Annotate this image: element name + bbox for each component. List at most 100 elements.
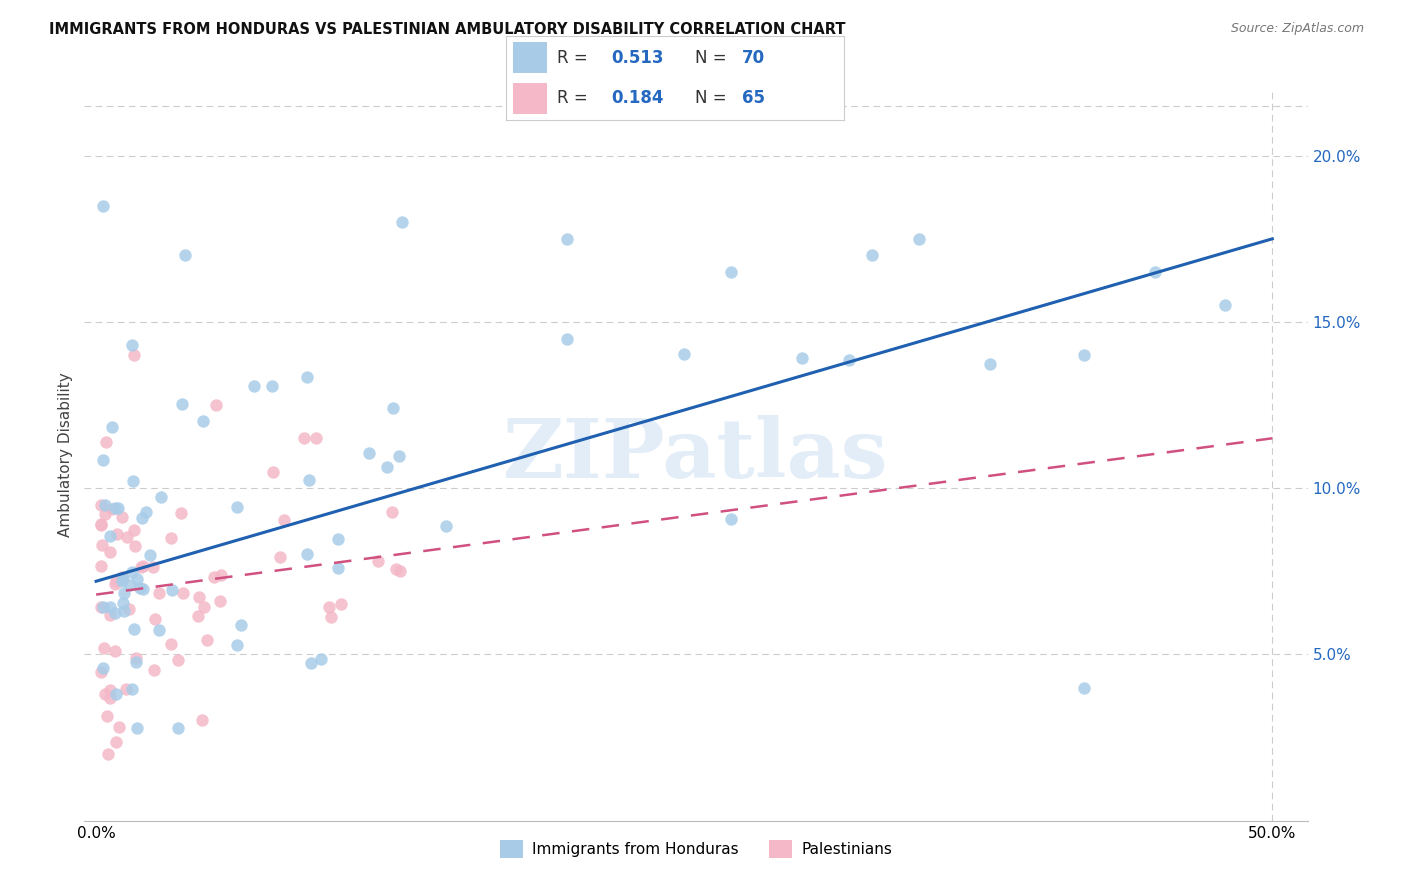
Text: 0.184: 0.184	[610, 89, 664, 107]
Point	[148, 623, 170, 637]
Point	[295, 547, 318, 561]
Point	[298, 473, 321, 487]
Legend: Immigrants from Honduras, Palestinians: Immigrants from Honduras, Palestinians	[494, 834, 898, 864]
Point	[90, 518, 112, 533]
Point	[187, 590, 209, 604]
Point	[204, 398, 226, 412]
Point	[166, 721, 188, 735]
Point	[172, 397, 194, 411]
Point	[90, 665, 112, 680]
Text: 65: 65	[742, 89, 765, 107]
Point	[117, 530, 139, 544]
Point	[381, 505, 404, 519]
Point	[135, 505, 157, 519]
Point	[318, 599, 340, 614]
Point	[129, 559, 152, 574]
Point	[98, 600, 121, 615]
Point	[979, 357, 1001, 371]
Point	[1213, 298, 1236, 312]
Point	[98, 529, 121, 543]
Point	[91, 198, 114, 212]
Point	[191, 713, 214, 727]
Point	[103, 606, 125, 620]
Point	[111, 570, 134, 584]
Point	[104, 576, 127, 591]
FancyBboxPatch shape	[513, 43, 547, 73]
Point	[242, 379, 264, 393]
Point	[170, 507, 193, 521]
Point	[159, 531, 181, 545]
Point	[273, 513, 295, 527]
Point	[269, 550, 291, 565]
Point	[328, 533, 350, 547]
Point	[112, 604, 135, 618]
Point	[98, 545, 121, 559]
Point	[121, 565, 143, 579]
Point	[555, 232, 578, 246]
Point	[94, 507, 117, 521]
Point	[125, 572, 148, 586]
Point	[167, 653, 190, 667]
Point	[112, 586, 135, 600]
Point	[104, 644, 127, 658]
Text: R =: R =	[557, 49, 593, 67]
Y-axis label: Ambulatory Disability: Ambulatory Disability	[58, 373, 73, 537]
Point	[326, 560, 349, 574]
Point	[305, 431, 328, 445]
Point	[148, 586, 170, 600]
Text: ZIPatlas: ZIPatlas	[503, 415, 889, 495]
FancyBboxPatch shape	[513, 83, 547, 113]
Text: 0.513: 0.513	[610, 49, 664, 67]
Text: R =: R =	[557, 89, 593, 107]
Point	[330, 597, 353, 611]
Point	[202, 570, 225, 584]
Point	[367, 554, 389, 568]
Point	[132, 559, 155, 574]
Point	[110, 510, 132, 524]
Point	[375, 459, 398, 474]
Text: N =: N =	[695, 49, 733, 67]
Point	[720, 265, 742, 279]
Point	[262, 465, 284, 479]
Point	[100, 607, 122, 622]
Point	[187, 609, 209, 624]
Point	[297, 370, 319, 384]
Point	[1073, 681, 1095, 695]
Point	[195, 632, 218, 647]
Point	[121, 338, 143, 352]
Text: Source: ZipAtlas.com: Source: ZipAtlas.com	[1230, 22, 1364, 36]
Point	[94, 435, 117, 450]
Point	[209, 568, 232, 582]
Point	[790, 351, 813, 365]
Point	[97, 747, 120, 761]
Point	[98, 682, 121, 697]
Point	[125, 721, 148, 735]
Point	[101, 502, 124, 516]
Point	[838, 352, 860, 367]
Point	[555, 332, 578, 346]
Point	[174, 248, 197, 262]
Point	[93, 499, 115, 513]
Point	[114, 681, 136, 696]
Point	[860, 248, 883, 262]
Point	[124, 622, 146, 636]
Point	[105, 735, 128, 749]
Point	[673, 346, 696, 360]
Point	[208, 594, 231, 608]
Point	[1073, 348, 1095, 362]
Point	[107, 501, 129, 516]
Point	[160, 637, 183, 651]
Text: IMMIGRANTS FROM HONDURAS VS PALESTINIAN AMBULATORY DISABILITY CORRELATION CHART: IMMIGRANTS FROM HONDURAS VS PALESTINIAN …	[49, 22, 846, 37]
Point	[292, 431, 315, 445]
Point	[299, 656, 322, 670]
Point	[118, 577, 141, 591]
Point	[1143, 265, 1166, 279]
Point	[382, 401, 405, 415]
Point	[122, 348, 145, 362]
Point	[96, 709, 118, 723]
Point	[172, 585, 194, 599]
Point	[100, 420, 122, 434]
Point	[388, 564, 411, 578]
Point	[309, 652, 332, 666]
Point	[125, 655, 148, 669]
